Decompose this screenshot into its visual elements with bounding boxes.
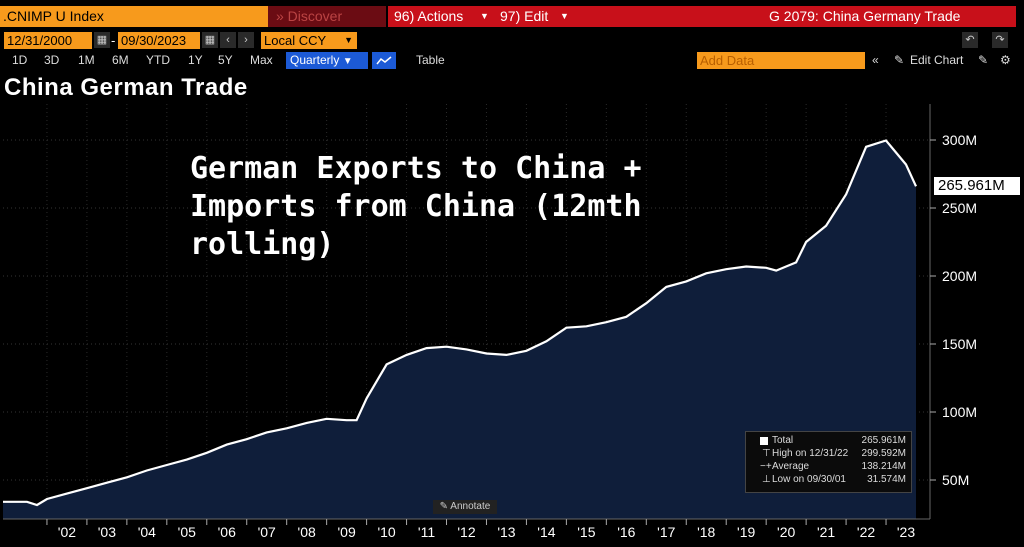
chart-area: 50M 100M 150M 200M 250M 300M '02 '03 '04 '05 '06 '… bbox=[3, 104, 977, 540]
legend-value: 265.961M bbox=[861, 435, 906, 446]
legend-value: 31.574M bbox=[867, 474, 906, 485]
period-max[interactable]: Max bbox=[250, 53, 273, 67]
settings-icon[interactable]: ⚙ bbox=[1000, 53, 1011, 67]
y-tick-label: 300M bbox=[942, 132, 977, 148]
ticker-field[interactable]: .CNIMP U Index bbox=[0, 6, 268, 27]
x-tick-label: '18 bbox=[697, 524, 715, 540]
chevron-down-icon: ▼ bbox=[342, 56, 353, 67]
series-area bbox=[3, 140, 916, 519]
legend-value: 138.214M bbox=[861, 461, 906, 472]
legend-row: ⊥ Low on 09/30/01 31.574M bbox=[746, 474, 911, 486]
legend-label: Low on 09/30/01 bbox=[772, 474, 846, 485]
y-tick-label: 100M bbox=[942, 404, 977, 420]
period-1y[interactable]: 1Y bbox=[188, 53, 203, 67]
y-tick-label: 50M bbox=[942, 472, 969, 488]
period-1m[interactable]: 1M bbox=[78, 53, 95, 67]
legend-row: ⊤ High on 12/31/22 299.592M bbox=[746, 448, 911, 460]
function-title: G 2079: China Germany Trade bbox=[769, 8, 961, 24]
x-tick-label: '10 bbox=[377, 524, 395, 540]
annotate-label: Annotate bbox=[450, 501, 491, 512]
x-tick-label: '20 bbox=[777, 524, 795, 540]
last-value-badge: 265.961M bbox=[934, 177, 1020, 195]
calendar-icon[interactable]: ▦ bbox=[94, 32, 110, 48]
undo-icon[interactable]: ↶ bbox=[962, 32, 978, 48]
x-tick-label: '06 bbox=[218, 524, 236, 540]
x-tick-label: '04 bbox=[138, 524, 156, 540]
legend-value: 299.592M bbox=[861, 448, 906, 459]
line-chart-icon[interactable] bbox=[372, 52, 396, 69]
y-tick-label: 150M bbox=[942, 336, 977, 352]
x-tick-label: '13 bbox=[497, 524, 515, 540]
edit-menu[interactable]: 97) Edit bbox=[500, 8, 549, 24]
pencil-icon[interactable]: ✎ bbox=[894, 53, 905, 67]
end-date-field[interactable]: 09/30/2023 bbox=[118, 32, 200, 49]
redo-icon[interactable]: ↷ bbox=[992, 32, 1008, 48]
start-date-field[interactable]: 12/31/2000 bbox=[4, 32, 92, 49]
annotate-button[interactable]: ✎ Annotate bbox=[433, 500, 497, 514]
legend-swatch-icon bbox=[760, 437, 768, 445]
x-tick-label: '09 bbox=[337, 524, 355, 540]
legend-label: High on 12/31/22 bbox=[772, 448, 849, 459]
x-tick-label: '19 bbox=[737, 524, 755, 540]
x-tick-label: '05 bbox=[178, 524, 196, 540]
discover-button[interactable]: » Discover bbox=[268, 6, 386, 27]
add-data-input[interactable]: Add Data bbox=[697, 52, 865, 69]
x-tick-label: '21 bbox=[817, 524, 835, 540]
frequency-label: Quarterly bbox=[290, 53, 340, 67]
date-separator: - bbox=[111, 33, 116, 48]
series-line bbox=[3, 139, 917, 507]
x-tick-label: '23 bbox=[897, 524, 915, 540]
x-tick-label: '02 bbox=[58, 524, 76, 540]
x-tick-label: '16 bbox=[617, 524, 635, 540]
period-ytd[interactable]: YTD bbox=[146, 53, 170, 67]
table-button[interactable]: Table bbox=[416, 53, 445, 67]
low-marker-icon: ⊥ bbox=[762, 474, 771, 485]
x-tick-label: '11 bbox=[418, 524, 435, 540]
x-tick-label: '17 bbox=[657, 524, 675, 540]
next-arrow-icon[interactable]: › bbox=[238, 32, 254, 48]
actions-menu[interactable]: 96) Actions bbox=[394, 8, 464, 24]
period-5y[interactable]: 5Y bbox=[218, 53, 233, 67]
x-tick-label: '03 bbox=[98, 524, 116, 540]
collapse-icon[interactable]: « bbox=[872, 53, 879, 67]
high-marker-icon: ⊤ bbox=[762, 448, 771, 459]
x-tick-label: '22 bbox=[857, 524, 875, 540]
x-tick-label: '14 bbox=[537, 524, 555, 540]
x-tick-label: '15 bbox=[577, 524, 595, 540]
x-tick-label: '07 bbox=[258, 524, 276, 540]
legend-row: Total 265.961M bbox=[746, 435, 911, 447]
frequency-select[interactable]: Quarterly ▼ bbox=[286, 52, 368, 69]
top-toolbar: .CNIMP U Index » Discover 96) Actions ▼ … bbox=[0, 0, 1024, 29]
legend-label: Total bbox=[772, 435, 794, 446]
chart-annotation: German Exports to China + Imports from C… bbox=[190, 151, 642, 262]
prev-arrow-icon[interactable]: ‹ bbox=[220, 32, 236, 48]
period-bar: 1D 3D 1M 6M YTD 1Y 5Y Max Quarterly ▼ Ta… bbox=[0, 51, 1024, 69]
legend-label: Average bbox=[772, 461, 810, 472]
edit-icon[interactable]: ✎ bbox=[978, 53, 989, 67]
actions-chevron-icon[interactable]: ▼ bbox=[480, 11, 489, 21]
period-3d[interactable]: 3D bbox=[44, 53, 60, 67]
currency-select[interactable]: Local CCY ▼ bbox=[261, 32, 357, 49]
x-tick-label: '08 bbox=[298, 524, 316, 540]
function-bar: 96) Actions ▼ 97) Edit ▼ G 2079: China G… bbox=[388, 6, 1016, 27]
y-tick-label: 200M bbox=[942, 268, 977, 284]
pencil-icon: ✎ bbox=[439, 501, 451, 512]
period-6m[interactable]: 6M bbox=[112, 53, 129, 67]
chevron-down-icon: ▼ bbox=[344, 35, 353, 45]
currency-label: Local CCY bbox=[264, 33, 327, 48]
chart-title: China German Trade bbox=[4, 74, 248, 101]
period-1d[interactable]: 1D bbox=[12, 53, 28, 67]
x-tick-label: '12 bbox=[457, 524, 475, 540]
calendar-icon[interactable]: ▦ bbox=[202, 32, 218, 48]
chart-legend: Total 265.961M ⊤ High on 12/31/22 299.59… bbox=[745, 431, 912, 493]
date-range-bar: 12/31/2000 ▦ - 09/30/2023 ▦ ‹ › Local CC… bbox=[0, 32, 1024, 50]
average-marker-icon: −+ bbox=[760, 461, 772, 472]
legend-row: −+ Average 138.214M bbox=[746, 461, 911, 473]
edit-chevron-icon[interactable]: ▼ bbox=[560, 11, 569, 21]
edit-chart-button[interactable]: Edit Chart bbox=[910, 53, 964, 67]
y-tick-label: 250M bbox=[942, 200, 977, 216]
